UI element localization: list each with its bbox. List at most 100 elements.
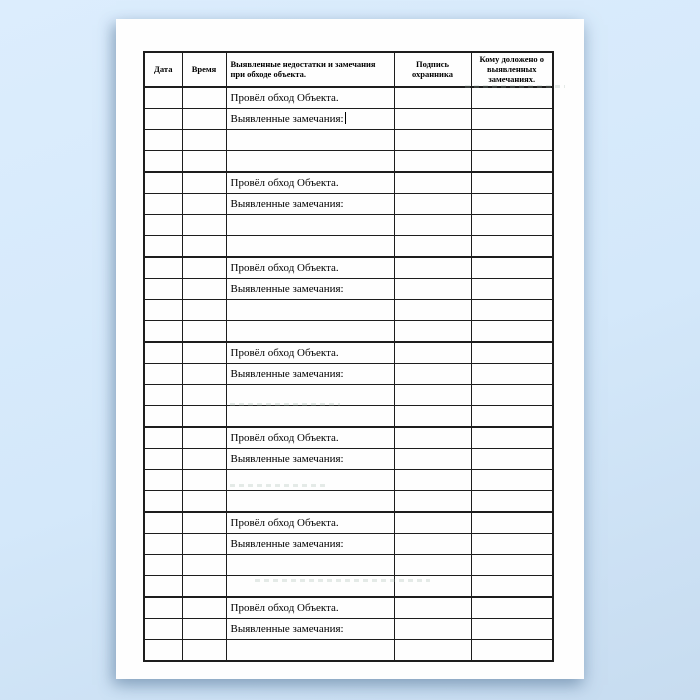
cell-date[interactable] (143, 638, 183, 662)
cell-reported[interactable] (470, 85, 554, 109)
cell-reported[interactable] (470, 489, 554, 513)
cell-remarks[interactable]: Выявленные замечания: (225, 107, 395, 130)
cell-signature[interactable] (393, 319, 472, 343)
cell-reported[interactable] (470, 595, 554, 619)
cell-remarks[interactable]: Провёл обход Объекта. (225, 510, 395, 534)
cell-time[interactable] (181, 85, 227, 109)
cell-signature[interactable] (393, 468, 472, 491)
cell-signature[interactable] (393, 192, 472, 215)
cell-signature[interactable] (393, 489, 472, 513)
cell-reported[interactable] (470, 213, 554, 236)
cell-remarks[interactable] (225, 553, 395, 576)
cell-remarks[interactable] (225, 298, 395, 321)
cell-signature[interactable] (393, 553, 472, 576)
cell-date[interactable] (143, 425, 183, 449)
cell-remarks[interactable] (225, 213, 395, 236)
cell-remarks[interactable] (225, 383, 395, 406)
cell-signature[interactable] (393, 617, 472, 640)
cell-signature[interactable] (393, 128, 472, 151)
cell-time[interactable] (181, 213, 227, 236)
cell-date[interactable] (143, 298, 183, 321)
cell-reported[interactable] (470, 319, 554, 343)
cell-signature[interactable] (393, 213, 472, 236)
cell-time[interactable] (181, 340, 227, 364)
cell-signature[interactable] (393, 404, 472, 428)
cell-time[interactable] (181, 574, 227, 598)
cell-time[interactable] (181, 468, 227, 491)
cell-reported[interactable] (470, 192, 554, 215)
cell-date[interactable] (143, 128, 183, 151)
cell-date[interactable] (143, 510, 183, 534)
cell-date[interactable] (143, 213, 183, 236)
cell-remarks[interactable]: Выявленные замечания: (225, 532, 395, 555)
cell-time[interactable] (181, 383, 227, 406)
cell-remarks[interactable]: Провёл обход Объекта. (225, 340, 395, 364)
cell-time[interactable] (181, 170, 227, 194)
cell-date[interactable] (143, 489, 183, 513)
cell-date[interactable] (143, 192, 183, 215)
cell-signature[interactable] (393, 170, 472, 194)
cell-remarks[interactable]: Провёл обход Объекта. (225, 170, 395, 194)
cell-date[interactable] (143, 532, 183, 555)
cell-reported[interactable] (470, 340, 554, 364)
cell-time[interactable] (181, 638, 227, 662)
cell-remarks[interactable] (225, 404, 395, 428)
cell-reported[interactable] (470, 617, 554, 640)
cell-reported[interactable] (470, 107, 554, 130)
cell-reported[interactable] (470, 553, 554, 576)
cell-reported[interactable] (470, 468, 554, 491)
cell-date[interactable] (143, 107, 183, 130)
cell-time[interactable] (181, 128, 227, 151)
cell-signature[interactable] (393, 277, 472, 300)
cell-reported[interactable] (470, 234, 554, 258)
cell-date[interactable] (143, 85, 183, 109)
cell-time[interactable] (181, 255, 227, 279)
cell-date[interactable] (143, 468, 183, 491)
cell-remarks[interactable] (225, 468, 395, 491)
cell-signature[interactable] (393, 383, 472, 406)
cell-signature[interactable] (393, 149, 472, 173)
cell-remarks[interactable]: Выявленные замечания: (225, 192, 395, 215)
cell-remarks[interactable]: Провёл обход Объекта. (225, 425, 395, 449)
cell-signature[interactable] (393, 340, 472, 364)
cell-date[interactable] (143, 255, 183, 279)
cell-signature[interactable] (393, 532, 472, 555)
cell-reported[interactable] (470, 383, 554, 406)
cell-time[interactable] (181, 553, 227, 576)
cell-reported[interactable] (470, 277, 554, 300)
cell-signature[interactable] (393, 298, 472, 321)
cell-signature[interactable] (393, 595, 472, 619)
cell-reported[interactable] (470, 149, 554, 173)
cell-date[interactable] (143, 170, 183, 194)
cell-time[interactable] (181, 319, 227, 343)
cell-date[interactable] (143, 234, 183, 258)
cell-time[interactable] (181, 234, 227, 258)
cell-time[interactable] (181, 107, 227, 130)
cell-signature[interactable] (393, 234, 472, 258)
cell-date[interactable] (143, 340, 183, 364)
cell-reported[interactable] (470, 532, 554, 555)
cell-remarks[interactable]: Провёл обход Объекта. (225, 255, 395, 279)
cell-signature[interactable] (393, 85, 472, 109)
cell-signature[interactable] (393, 638, 472, 662)
cell-remarks[interactable] (225, 149, 395, 173)
cell-signature[interactable] (393, 107, 472, 130)
cell-remarks[interactable]: Выявленные замечания: (225, 362, 395, 385)
cell-remarks[interactable] (225, 638, 395, 662)
cell-reported[interactable] (470, 447, 554, 470)
cell-date[interactable] (143, 404, 183, 428)
cell-time[interactable] (181, 149, 227, 173)
cell-reported[interactable] (470, 128, 554, 151)
cell-date[interactable] (143, 149, 183, 173)
cell-time[interactable] (181, 617, 227, 640)
cell-reported[interactable] (470, 510, 554, 534)
cell-remarks[interactable]: Выявленные замечания: (225, 617, 395, 640)
cell-date[interactable] (143, 617, 183, 640)
cell-signature[interactable] (393, 574, 472, 598)
cell-time[interactable] (181, 404, 227, 428)
cell-date[interactable] (143, 319, 183, 343)
cell-date[interactable] (143, 574, 183, 598)
cell-reported[interactable] (470, 425, 554, 449)
cell-remarks[interactable] (225, 319, 395, 343)
cell-time[interactable] (181, 489, 227, 513)
